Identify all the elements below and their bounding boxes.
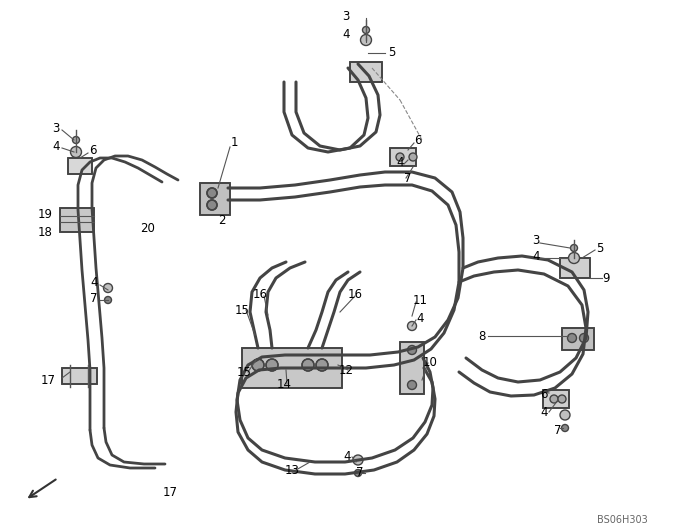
- Circle shape: [302, 359, 314, 371]
- Bar: [200, 183, 230, 215]
- Circle shape: [408, 346, 417, 355]
- Text: BS06H303: BS06H303: [597, 515, 648, 525]
- Text: 9: 9: [602, 271, 609, 285]
- Bar: [543, 390, 569, 408]
- Bar: [68, 158, 92, 174]
- Bar: [390, 148, 416, 166]
- Circle shape: [360, 34, 371, 46]
- Bar: [350, 62, 382, 82]
- Text: 7: 7: [90, 293, 98, 305]
- Circle shape: [73, 137, 79, 144]
- Text: 17: 17: [40, 374, 55, 386]
- Text: 10: 10: [423, 356, 438, 368]
- Circle shape: [354, 470, 362, 476]
- Circle shape: [409, 153, 417, 161]
- Circle shape: [408, 322, 417, 331]
- Circle shape: [558, 395, 566, 403]
- Bar: [560, 258, 590, 278]
- Circle shape: [568, 252, 579, 263]
- Bar: [242, 348, 342, 388]
- Circle shape: [105, 296, 111, 304]
- Bar: [400, 342, 424, 394]
- Text: 19: 19: [38, 208, 53, 222]
- Bar: [242, 348, 342, 388]
- Bar: [60, 208, 94, 232]
- Circle shape: [568, 333, 577, 342]
- Text: 2: 2: [218, 214, 226, 226]
- Circle shape: [103, 284, 112, 293]
- Text: 4: 4: [417, 312, 424, 324]
- Bar: [390, 148, 416, 166]
- Text: 4: 4: [343, 449, 351, 463]
- Text: 3: 3: [52, 121, 60, 135]
- Text: 4: 4: [90, 277, 98, 289]
- Bar: [350, 62, 382, 82]
- Text: 11: 11: [412, 294, 428, 306]
- Text: 5: 5: [389, 47, 395, 59]
- Circle shape: [550, 395, 558, 403]
- Circle shape: [562, 425, 568, 431]
- Text: 7: 7: [554, 423, 562, 437]
- Bar: [60, 208, 94, 232]
- Text: 1: 1: [231, 137, 238, 149]
- Circle shape: [252, 359, 264, 371]
- Bar: [560, 258, 590, 278]
- Circle shape: [363, 26, 369, 33]
- Circle shape: [316, 359, 328, 371]
- Circle shape: [579, 333, 588, 342]
- Text: 16: 16: [252, 288, 267, 302]
- Text: 3: 3: [342, 10, 350, 22]
- Text: 15: 15: [235, 304, 250, 316]
- Text: 7: 7: [356, 466, 364, 480]
- Bar: [400, 342, 424, 394]
- Circle shape: [408, 381, 417, 390]
- Text: 14: 14: [276, 378, 291, 392]
- Circle shape: [266, 359, 278, 371]
- Text: 17: 17: [163, 485, 178, 499]
- Text: 7: 7: [404, 172, 412, 184]
- Bar: [200, 183, 230, 215]
- Circle shape: [560, 410, 570, 420]
- Text: 13: 13: [285, 464, 300, 476]
- Text: 5: 5: [596, 242, 604, 254]
- Circle shape: [207, 188, 217, 198]
- Bar: [62, 368, 97, 384]
- Text: 6: 6: [540, 387, 548, 401]
- Text: 4: 4: [532, 251, 540, 263]
- Text: 8: 8: [478, 330, 486, 342]
- Circle shape: [353, 455, 363, 465]
- Circle shape: [570, 244, 577, 252]
- Text: 15: 15: [237, 366, 252, 378]
- Bar: [62, 368, 97, 384]
- Text: 3: 3: [532, 234, 540, 246]
- Text: 18: 18: [38, 225, 53, 238]
- Circle shape: [70, 146, 81, 157]
- Circle shape: [396, 153, 404, 161]
- Text: 4: 4: [396, 155, 404, 169]
- Bar: [68, 158, 92, 174]
- Circle shape: [207, 200, 217, 210]
- Bar: [562, 328, 594, 350]
- Text: 16: 16: [347, 287, 363, 301]
- Text: 20: 20: [141, 222, 155, 234]
- Text: 12: 12: [339, 364, 354, 376]
- Bar: [562, 328, 594, 350]
- Text: 6: 6: [415, 134, 422, 146]
- Text: 6: 6: [89, 144, 96, 156]
- Text: 4: 4: [52, 140, 60, 154]
- Text: 4: 4: [342, 29, 350, 41]
- Bar: [543, 390, 569, 408]
- Text: 4: 4: [540, 405, 548, 419]
